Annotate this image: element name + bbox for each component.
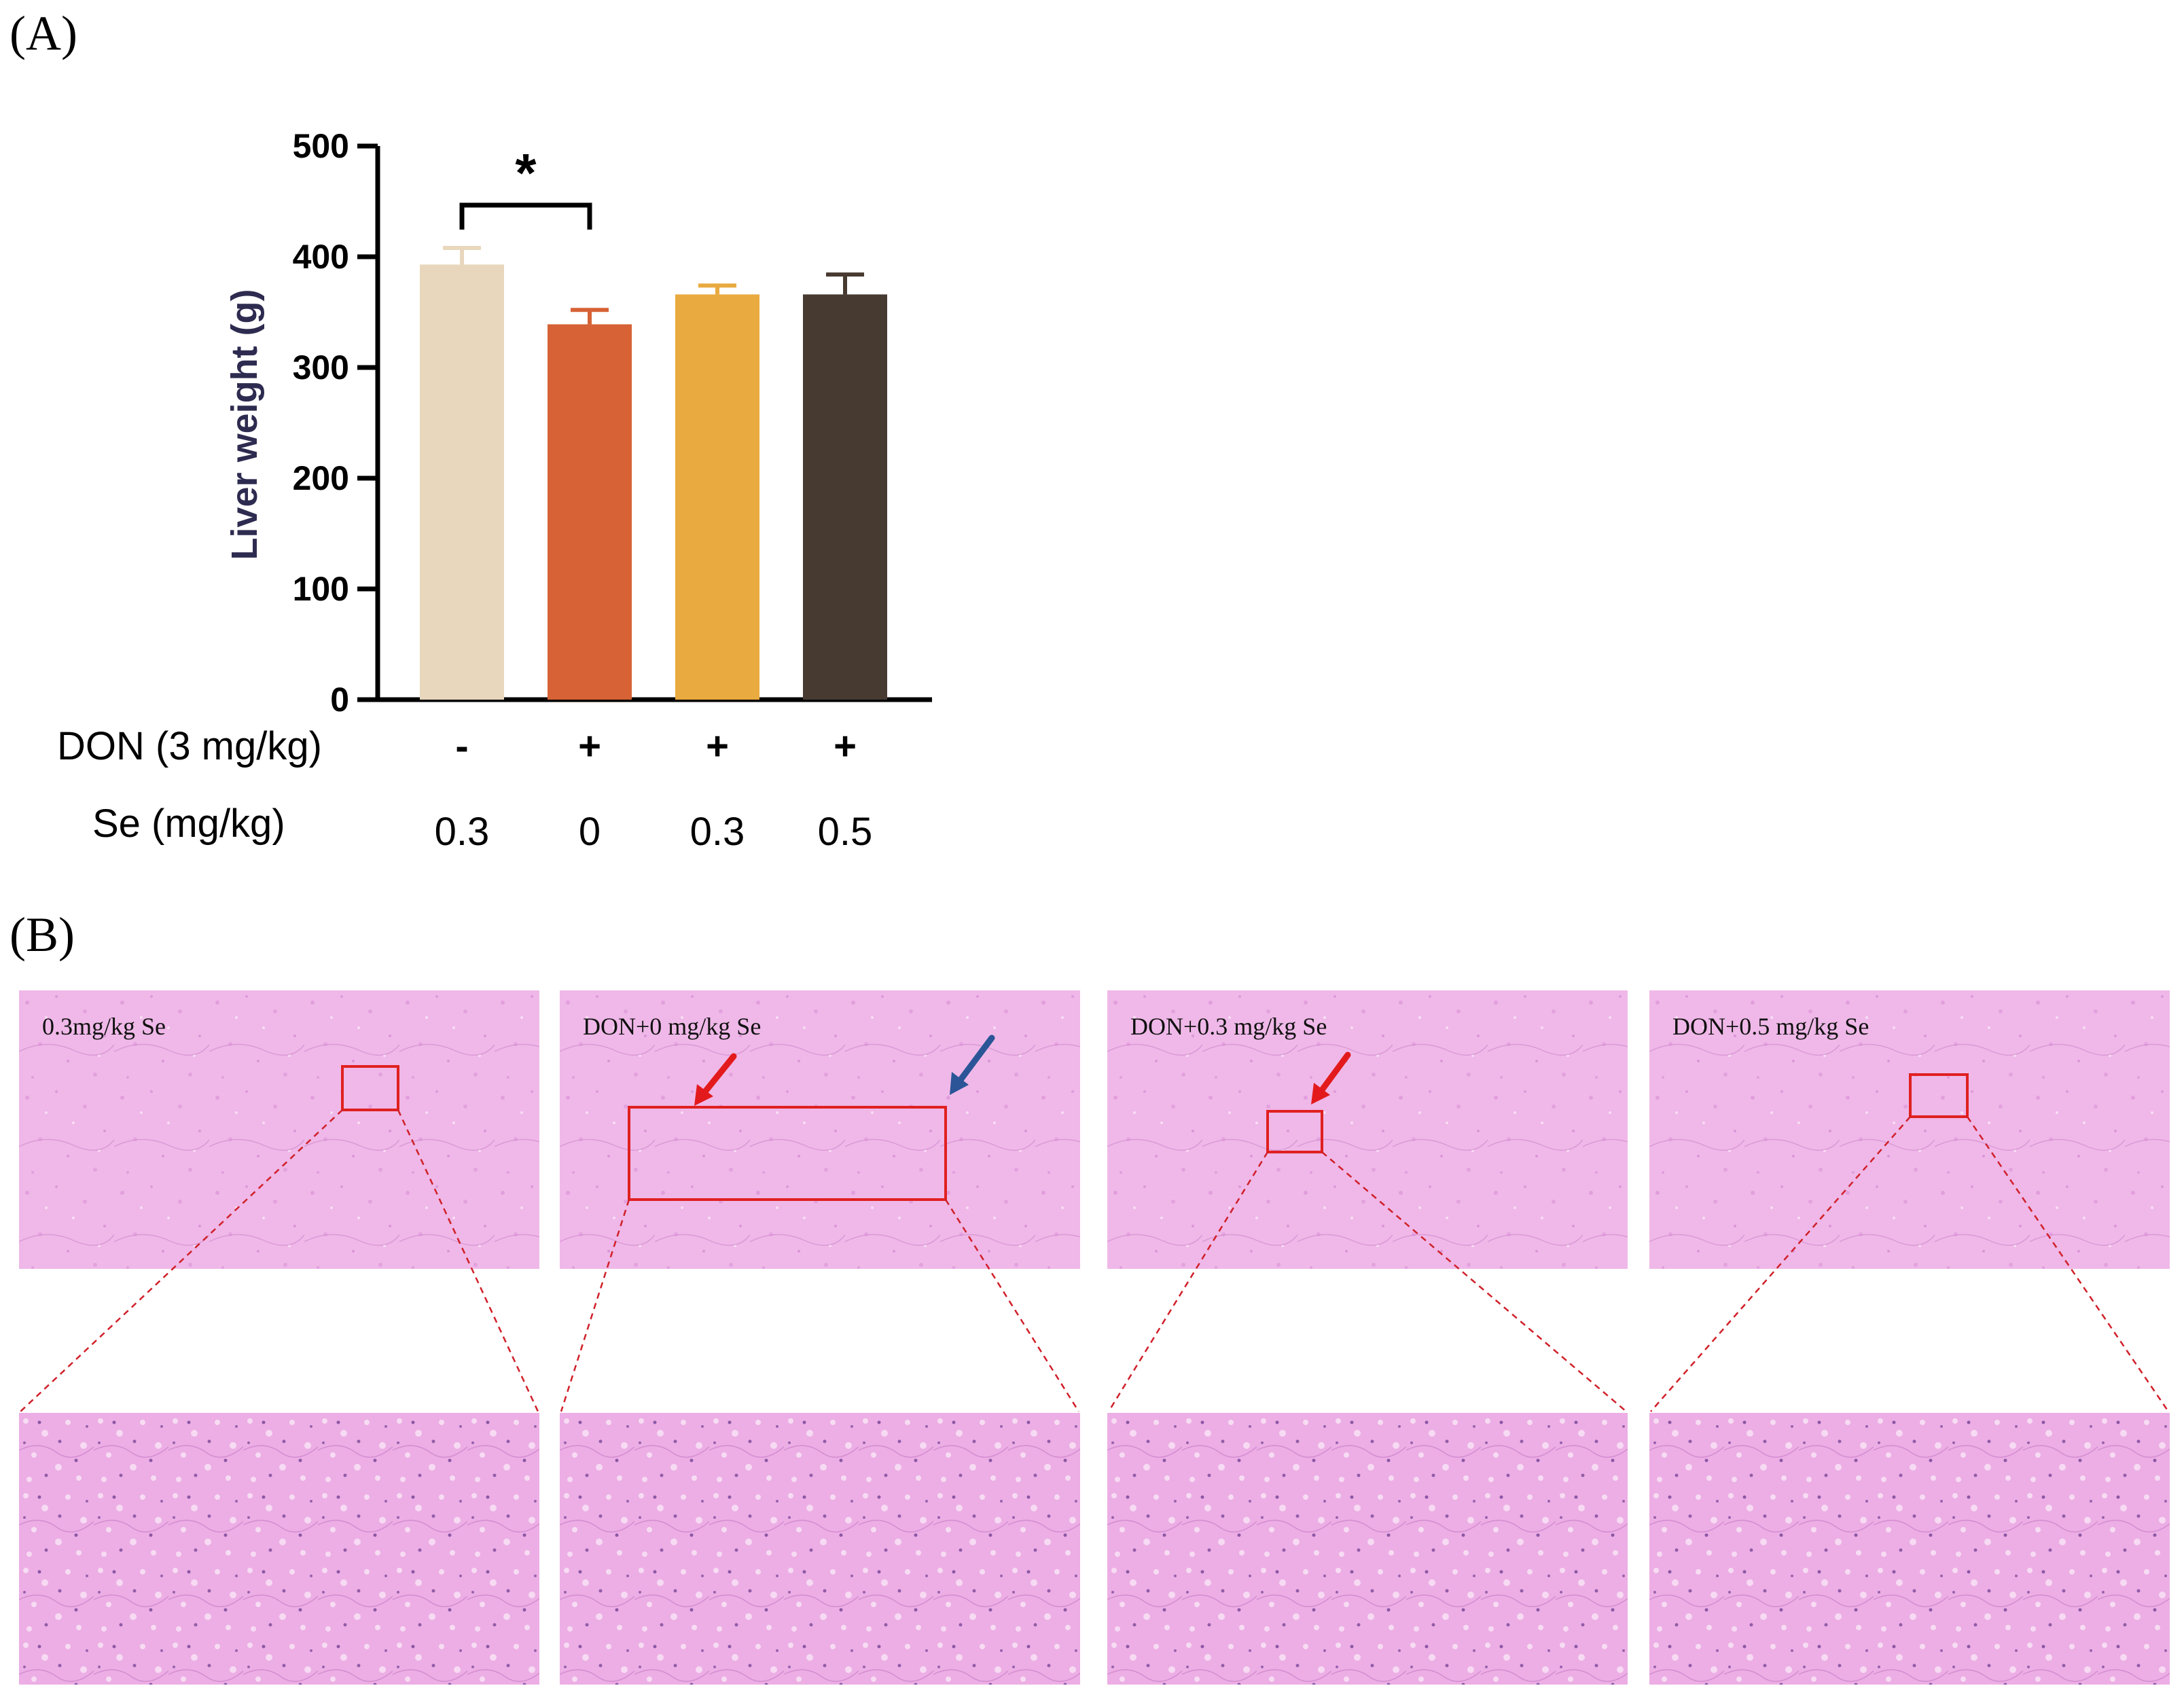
significance-marker: * bbox=[515, 143, 537, 203]
bar bbox=[548, 324, 632, 700]
se-row-value: 0 bbox=[579, 810, 601, 854]
micrograph-zoom-4 bbox=[1649, 1413, 2170, 1685]
micrograph-overview-2: DON+0 mg/kg Se bbox=[560, 990, 1080, 1269]
don-row-value: + bbox=[834, 724, 857, 768]
y-axis-title: Liver weight (g) bbox=[224, 289, 265, 560]
y-tick-label: 0 bbox=[330, 681, 349, 719]
bar bbox=[420, 264, 504, 700]
micrograph-zoom-1 bbox=[19, 1413, 539, 1685]
micrograph-overview-1: 0.3mg/kg Se bbox=[19, 990, 539, 1269]
tissue-texture bbox=[560, 1413, 1080, 1685]
se-row-value: 0.3 bbox=[690, 810, 745, 854]
tissue-texture bbox=[1649, 1413, 2170, 1685]
micrograph-label: 0.3mg/kg Se bbox=[42, 1013, 166, 1040]
se-row-label: Se (mg/kg) bbox=[92, 802, 285, 846]
panel-a-label: (A) bbox=[10, 6, 77, 60]
panel-b-label: (B) bbox=[10, 908, 75, 962]
y-tick-label: 200 bbox=[293, 459, 349, 497]
micrograph-overview-3: DON+0.3 mg/kg Se bbox=[1107, 990, 1628, 1269]
don-row-value: - bbox=[455, 724, 468, 768]
micrograph-overview-4: DON+0.5 mg/kg Se bbox=[1649, 990, 2170, 1269]
don-row-value: + bbox=[706, 724, 729, 768]
y-tick-label: 500 bbox=[293, 127, 349, 165]
se-row-value: 0.3 bbox=[435, 810, 490, 854]
tissue-texture bbox=[19, 1413, 539, 1685]
y-tick-label: 100 bbox=[293, 570, 349, 608]
micrograph-label: DON+0.3 mg/kg Se bbox=[1130, 1013, 1327, 1040]
micrograph-label: DON+0 mg/kg Se bbox=[583, 1013, 762, 1040]
micrograph-zoom-2 bbox=[560, 1413, 1080, 1685]
don-row-value: + bbox=[578, 724, 601, 768]
y-tick-label: 300 bbox=[293, 348, 349, 387]
micrograph-label: DON+0.5 mg/kg Se bbox=[1672, 1013, 1869, 1040]
tissue-texture bbox=[1107, 1413, 1628, 1685]
significance-bracket bbox=[459, 202, 592, 230]
liver-weight-bar-chart: 0 100 200 300 400 500 Liver weight (g) * DON (3 … bbox=[57, 127, 932, 854]
bar bbox=[675, 294, 759, 700]
y-tick-label: 400 bbox=[293, 238, 349, 276]
micrograph-zoom-3 bbox=[1107, 1413, 1628, 1685]
bar bbox=[803, 294, 887, 700]
don-row-label: DON (3 mg/kg) bbox=[57, 724, 322, 768]
se-row-value: 0.5 bbox=[818, 810, 873, 854]
